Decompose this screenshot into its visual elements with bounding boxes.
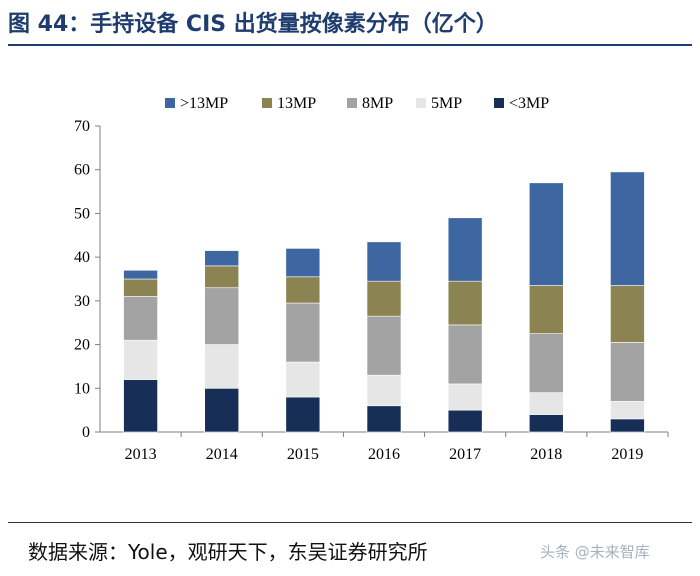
bar-segment-8MP-2019 <box>610 342 645 402</box>
bar-segment-8MP-2013 <box>123 296 158 341</box>
bar-segment-8MP-2018 <box>528 333 564 393</box>
bar-segment-8MP-2017 <box>447 324 483 385</box>
bar-segment-gt13MP-2019 <box>610 171 645 286</box>
source-rule <box>8 522 692 523</box>
figure-title: 图 44：手持设备 CIS 出货量按像素分布（亿个） <box>8 12 498 37</box>
bar-segment-gt13MP-2014 <box>204 250 240 267</box>
bar-segment-5MP-2019 <box>610 401 645 420</box>
bar-segment-13MP-2016 <box>366 280 402 317</box>
y-tick-label: 0 <box>82 424 90 441</box>
bar-segment-5MP-2015 <box>285 361 321 398</box>
bar-segment-13MP-2014 <box>204 265 240 289</box>
bar-segment-gt13MP-2013 <box>123 269 158 280</box>
bar-segment-lt3MP-2016 <box>366 405 402 433</box>
y-tick-label: 70 <box>74 118 90 135</box>
x-tick-label: 2014 <box>206 446 238 463</box>
bar-segment-13MP-2018 <box>528 285 564 334</box>
legend-label: >13MP <box>180 95 228 112</box>
y-tick-label: 40 <box>74 249 90 266</box>
x-axis: 2013 2014 2015 2016 2017 2018 2019 <box>100 431 669 463</box>
y-tick-label: 30 <box>74 293 90 310</box>
bars <box>123 171 645 433</box>
bar-segment-8MP-2015 <box>285 302 321 363</box>
bar-segment-lt3MP-2013 <box>123 379 158 433</box>
bar-segment-13MP-2017 <box>447 280 483 326</box>
legend-label: 8MP <box>362 95 393 112</box>
title-rule <box>8 44 692 46</box>
legend-label: 13MP <box>277 95 316 112</box>
bar-segment-13MP-2019 <box>610 285 645 343</box>
x-tick-label: 2013 <box>125 446 157 463</box>
bar-segment-8MP-2014 <box>204 287 240 345</box>
legend-swatch <box>494 98 504 108</box>
bar-segment-5MP-2016 <box>366 374 402 407</box>
y-axis: 0 10 20 30 40 50 60 70 <box>74 118 101 441</box>
x-tick-label: 2015 <box>287 446 319 463</box>
bar-segment-5MP-2018 <box>528 392 564 415</box>
bar-segment-lt3MP-2019 <box>610 418 645 433</box>
legend-swatch <box>165 98 175 108</box>
bar-segment-lt3MP-2017 <box>447 409 483 433</box>
bar-segment-13MP-2015 <box>285 276 321 304</box>
watermark: 头条 @未来智库 <box>540 543 650 561</box>
bar-segment-8MP-2016 <box>366 315 402 376</box>
bar-segment-13MP-2013 <box>123 278 158 297</box>
bar-segment-lt3MP-2014 <box>204 387 240 433</box>
legend-label: <3MP <box>509 95 549 112</box>
y-tick-label: 50 <box>74 205 90 222</box>
x-tick-label: 2019 <box>611 446 643 463</box>
x-tick-label: 2018 <box>530 446 562 463</box>
legend-swatch <box>416 98 426 108</box>
bar-segment-gt13MP-2017 <box>447 217 483 282</box>
y-tick-label: 20 <box>74 337 90 354</box>
legend: >13MP 13MP 8MP 5MP <3MP <box>165 95 549 112</box>
bar-segment-5MP-2014 <box>204 344 240 389</box>
source-note: 数据来源：Yole，观研天下，东吴证券研究所 <box>28 540 428 564</box>
y-tick-label: 60 <box>74 162 90 179</box>
x-tick-label: 2017 <box>449 446 481 463</box>
y-tick-label: 10 <box>74 380 90 397</box>
bar-segment-lt3MP-2015 <box>285 396 321 433</box>
legend-label: 5MP <box>431 95 462 112</box>
bar-segment-gt13MP-2018 <box>528 182 564 286</box>
bar-segment-gt13MP-2015 <box>285 248 321 278</box>
legend-swatch <box>347 98 357 108</box>
legend-swatch <box>262 98 272 108</box>
bar-segment-5MP-2017 <box>447 383 483 411</box>
bar-segment-lt3MP-2018 <box>528 414 564 433</box>
bar-segment-gt13MP-2016 <box>366 241 402 282</box>
x-tick-label: 2016 <box>368 446 400 463</box>
bar-segment-5MP-2013 <box>123 339 158 380</box>
